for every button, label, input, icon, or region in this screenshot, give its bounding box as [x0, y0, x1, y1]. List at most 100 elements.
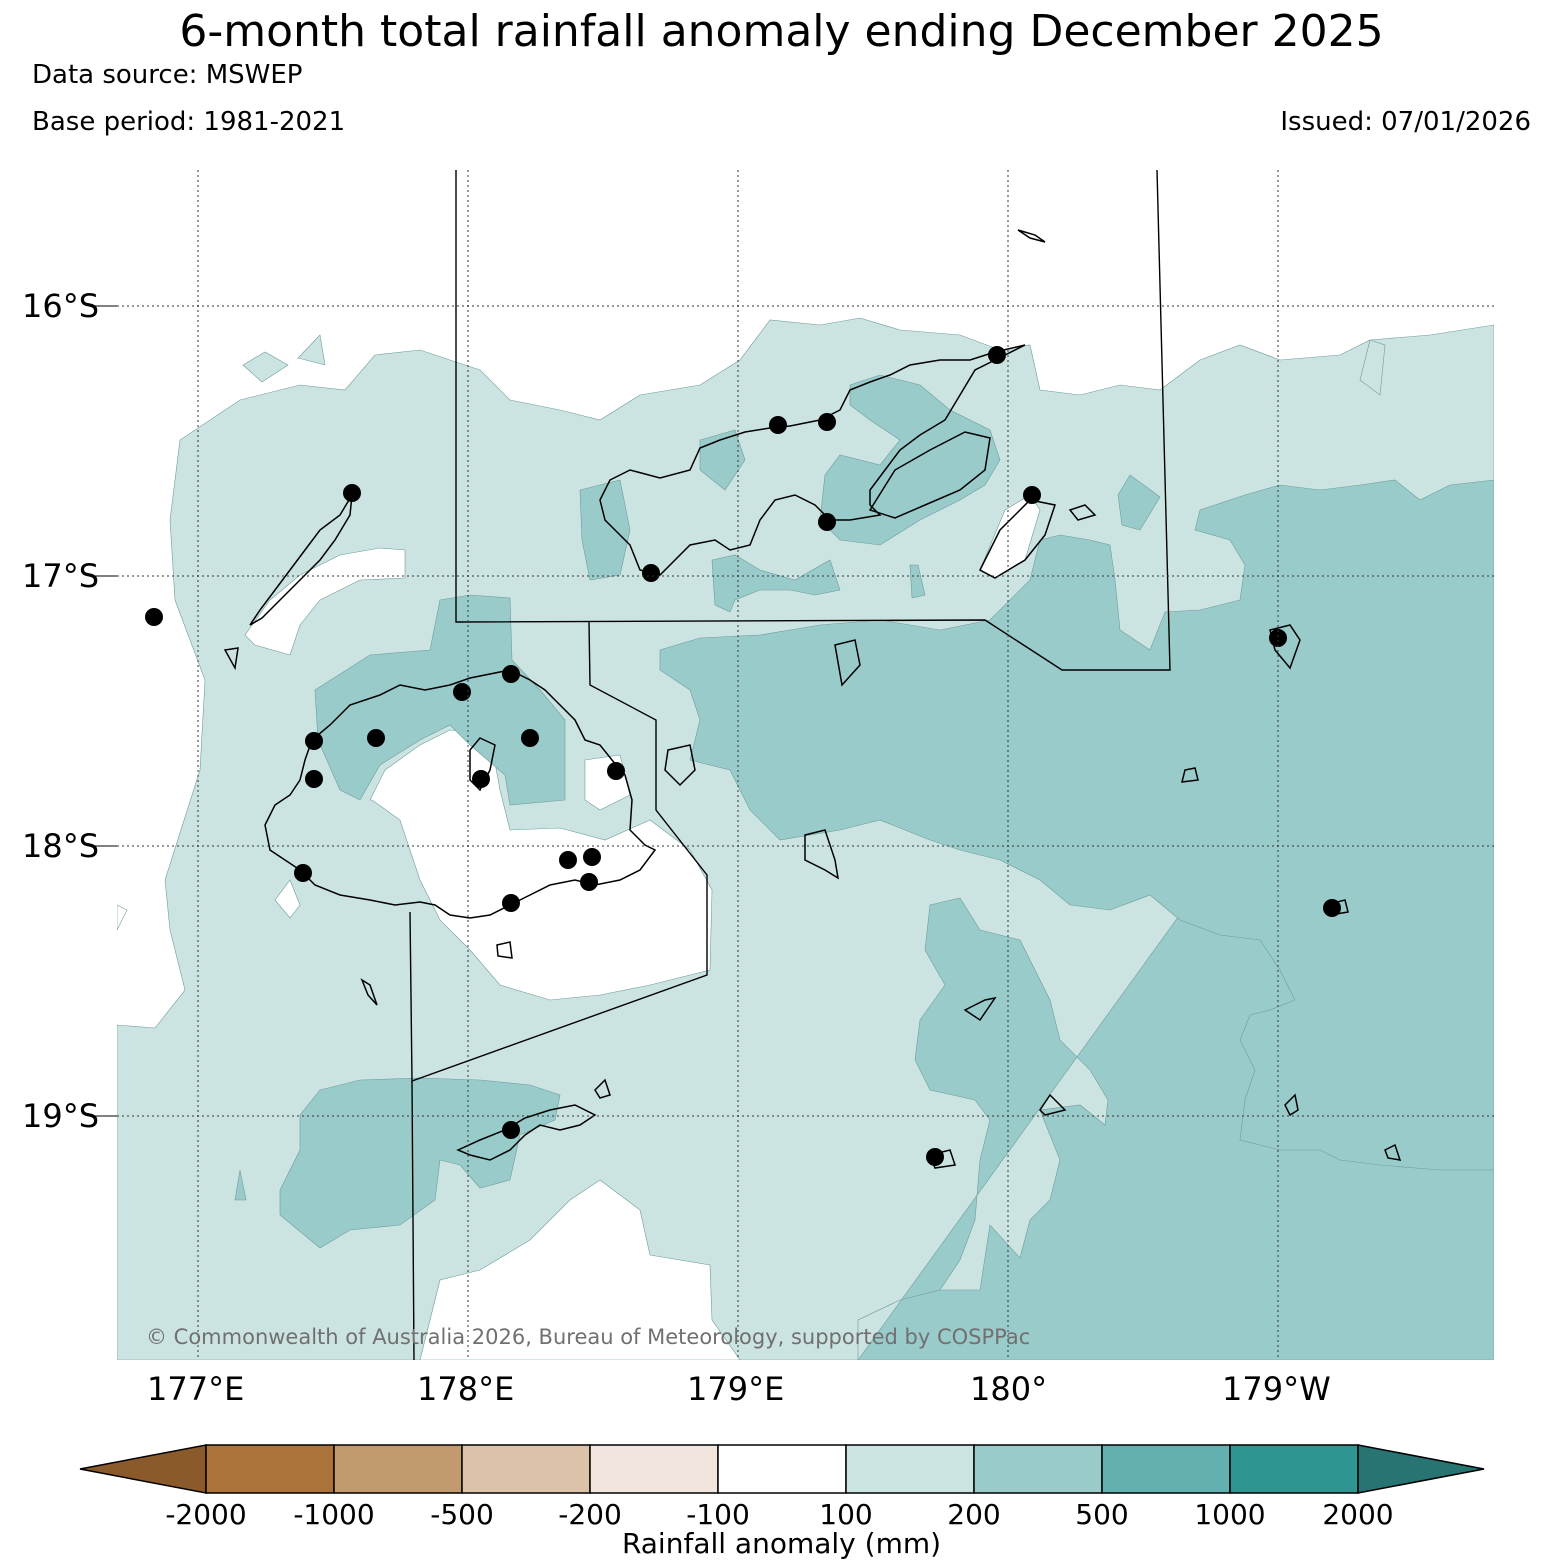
- station-marker: [502, 1121, 520, 1139]
- stations: [145, 346, 1341, 1166]
- station-marker: [642, 564, 660, 582]
- neutral-region-northwest: [244, 547, 406, 656]
- issued-date-label: Issued: 07/01/2026: [1280, 107, 1531, 137]
- neutral-region-west-edge: [117, 904, 128, 931]
- coastline-island-9: [1181, 767, 1199, 783]
- colorbar-segment: [589, 1444, 719, 1494]
- station-marker: [1269, 629, 1287, 647]
- lon-label-177e: 177°E: [147, 1370, 245, 1408]
- colorbar-segment: [845, 1444, 975, 1494]
- coastline-island-4: [963, 996, 997, 1022]
- colorbar-segment: [1101, 1444, 1231, 1494]
- map-title: 6-month total rainfall anomaly ending De…: [179, 6, 1384, 57]
- anomaly-region-medium-islet-4: [909, 564, 926, 599]
- neutral-region-south: [419, 1179, 741, 1360]
- station-marker: [521, 729, 539, 747]
- station-marker: [294, 864, 312, 882]
- anomaly-region-medium-north: [699, 429, 746, 491]
- coastline-island-11: [1284, 1093, 1299, 1117]
- colorbar-extend-high: [1357, 1444, 1485, 1494]
- tick-marks: [92, 305, 117, 1117]
- coastline-island-7: [1269, 624, 1301, 670]
- anomaly-region-medium-vanua-levu: [819, 374, 1001, 546]
- lat-label-18s: 18°S: [22, 827, 100, 865]
- colorbar-segment: [205, 1444, 335, 1494]
- station-marker: [305, 732, 323, 750]
- boundary-line-southwest: [411, 1080, 415, 1360]
- station-marker: [607, 762, 625, 780]
- coastlines: [223, 229, 1402, 1169]
- coastline-island-17: [1068, 504, 1097, 521]
- station-marker: [145, 608, 163, 626]
- colorbar-extend-low: [79, 1444, 207, 1494]
- coastline-yasawa: [249, 494, 353, 626]
- station-marker: [926, 1148, 944, 1166]
- station-marker: [818, 413, 836, 431]
- colorbar-tick-label: -100: [686, 1498, 750, 1531]
- anomaly-region-light-islet-2: [297, 334, 326, 366]
- anomaly-region-medium-kadavu: [279, 1077, 561, 1249]
- colorbar-tick-label: 1000: [1194, 1498, 1266, 1531]
- anomaly-region-medium-islet: [234, 1169, 247, 1201]
- anomaly-region-medium-islet-2: [1117, 474, 1161, 531]
- station-marker: [472, 770, 490, 788]
- station-marker: [583, 848, 601, 866]
- anomaly-region-medium-east-main: [659, 479, 1494, 1171]
- colorbar: [79, 1444, 1485, 1494]
- anomaly-region-medium-islet-3: [711, 554, 841, 613]
- data-source-label: Data source: MSWEP: [32, 60, 303, 90]
- station-marker: [453, 683, 471, 701]
- station-marker: [367, 729, 385, 747]
- station-marker: [1023, 486, 1041, 504]
- station-marker: [343, 484, 361, 502]
- anomaly-region-medium-nw: [579, 479, 631, 581]
- coastline-island-3: [804, 829, 840, 880]
- station-marker: [988, 346, 1006, 364]
- copyright-notice: © Commonwealth of Australia 2026, Bureau…: [146, 1325, 1031, 1349]
- colorbar-segment: [717, 1444, 847, 1494]
- station-marker: [580, 873, 598, 891]
- colorbar-segment: [1229, 1444, 1359, 1494]
- boundary-line-north: [455, 170, 1171, 671]
- lon-label-178e: 178°E: [417, 1370, 515, 1408]
- colorbar-tick-label: 500: [1075, 1498, 1129, 1531]
- coastline-island-16: [496, 941, 513, 959]
- station-marker: [305, 770, 323, 788]
- colorbar-tick-label: -200: [558, 1498, 622, 1531]
- station-marker: [559, 851, 577, 869]
- neutral-region-southwest: [274, 879, 301, 919]
- boundary-line-west: [409, 621, 708, 1082]
- colorbar-segment: [461, 1444, 591, 1494]
- coastline-vanua-levu: [599, 344, 1026, 576]
- station-marker: [769, 416, 787, 434]
- colorbar-tick-label: 100: [819, 1498, 873, 1531]
- coastline-island-12: [1384, 1143, 1402, 1161]
- coastline-island-1: [834, 639, 861, 687]
- station-marker: [502, 665, 520, 683]
- colorbar-tick-label: 200: [947, 1498, 1001, 1531]
- colorbar-title: Rainfall anomaly (mm): [621, 1527, 942, 1560]
- lon-label-180: 180°: [970, 1370, 1048, 1408]
- station-marker: [1323, 899, 1341, 917]
- coastline-taveuni-2: [979, 499, 1056, 579]
- coastline-island-13: [594, 1078, 611, 1099]
- coastline-viti-levu: [264, 669, 657, 919]
- coastline-island-10: [1017, 229, 1046, 243]
- lat-label-19s: 19°S: [22, 1097, 100, 1135]
- coastline-taveuni: [868, 431, 991, 519]
- coastline-island-15: [360, 978, 378, 1006]
- coastline-ovalau: [469, 737, 496, 792]
- coastline-island-14: [223, 647, 239, 671]
- colorbar-tick-label: 2000: [1322, 1498, 1394, 1531]
- anomaly-region-medium-yasawa: [314, 594, 566, 806]
- graticule: [117, 170, 1494, 1360]
- station-marker: [502, 894, 520, 912]
- lon-label-179w: 179°W: [1222, 1370, 1331, 1408]
- colorbar-segment: [973, 1444, 1103, 1494]
- map-area: [117, 170, 1494, 1360]
- colorbar-segment: [333, 1444, 463, 1494]
- base-period-label: Base period: 1981-2021: [32, 107, 346, 137]
- coastline-island-5: [1039, 1093, 1067, 1116]
- anomaly-region-light-islet: [242, 351, 289, 383]
